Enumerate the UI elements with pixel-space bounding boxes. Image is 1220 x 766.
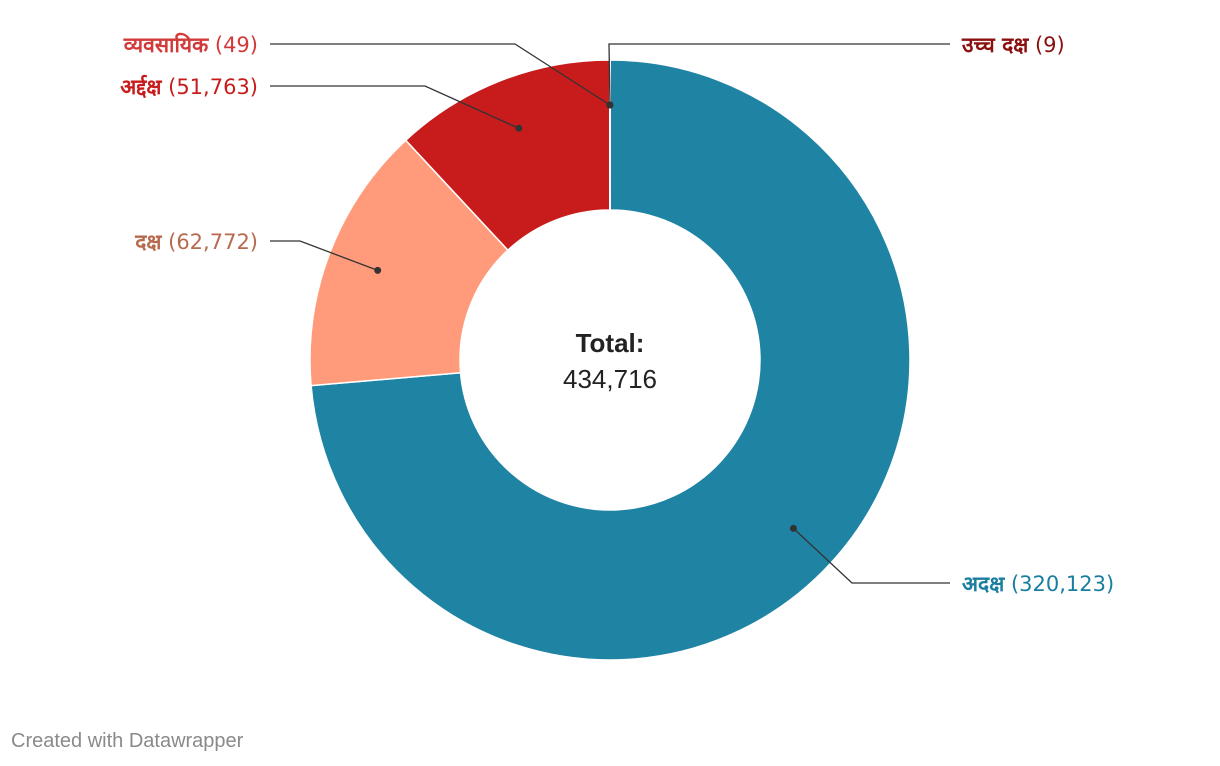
leader-line-2 — [270, 240, 378, 271]
leader-dot-2 — [374, 266, 382, 274]
slice-label-4: व्यवसायिक (49) — [123, 32, 258, 57]
center-total-value: 434,716 — [563, 364, 657, 394]
slice-label-value-3: (51,763) — [161, 75, 258, 99]
slice-label-5: उच्च दक्ष (9) — [961, 33, 1065, 57]
leader-line-3 — [270, 85, 520, 129]
slice-label-name-1: अदक्ष — [962, 572, 1005, 596]
slice-label-value-2: (62,772) — [161, 230, 258, 254]
leader-line-4 — [270, 43, 611, 106]
slice-label-1: अदक्ष (320,123) — [962, 572, 1114, 596]
leader-dot-5 — [606, 101, 614, 109]
datawrapper-credit: Created with Datawrapper — [11, 730, 244, 752]
slice-label-value-5: (9) — [1028, 33, 1064, 57]
slice-labels: अदक्ष (320,123) दक्ष (62,772) अर्द्दक्ष (5… — [120, 32, 1114, 596]
slice-label-value-1: (320,123) — [1004, 572, 1114, 596]
slice-label-value-4: (49) — [208, 33, 258, 57]
slice-label-name-5: उच्च दक्ष — [961, 33, 1029, 57]
center-total-title: Total: — [576, 328, 645, 358]
leader-lines — [270, 43, 950, 584]
leader-dot-3 — [515, 124, 523, 132]
slice-label-name-2: दक्ष — [134, 230, 162, 254]
slice-label-name-3: अर्द्दक्ष — [120, 74, 162, 99]
leader-dot-1 — [789, 524, 797, 532]
slice-label-3: अर्द्दक्ष (51,763) — [120, 74, 258, 99]
leader-line-1 — [792, 527, 950, 584]
donut-slice-2 — [309, 139, 509, 387]
donut-slices — [309, 59, 911, 661]
leader-line-5 — [608, 43, 950, 106]
donut-slice-3 — [404, 59, 611, 252]
donut-slice-1 — [310, 59, 911, 661]
slice-label-2: दक्ष (62,772) — [134, 230, 258, 254]
slice-label-name-4: व्यवसायिक — [123, 32, 209, 57]
